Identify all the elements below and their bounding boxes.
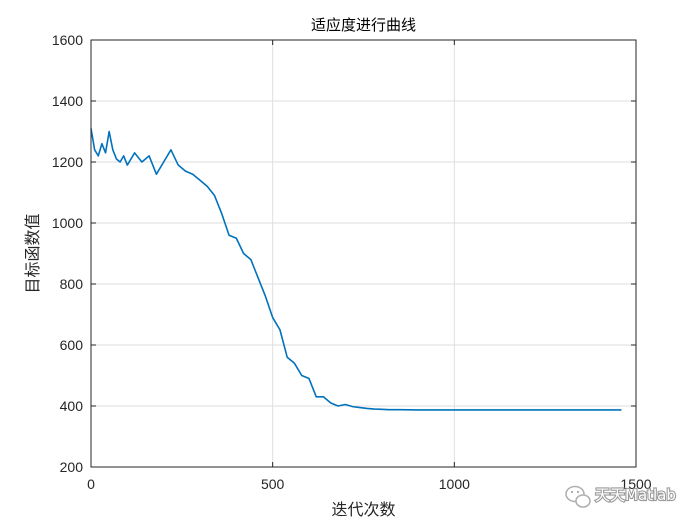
wechat-icon [565, 485, 591, 508]
y-tick-label: 800 [60, 276, 84, 292]
watermark-text: 天天Matlab [595, 486, 676, 504]
chart-title: 适应度进行曲线 [311, 16, 416, 34]
y-tick-label: 400 [60, 398, 84, 414]
plot-area [91, 40, 636, 467]
y-tick-label: 200 [60, 459, 84, 475]
y-axis-label: 目标函数值 [23, 213, 42, 293]
grid-lines [91, 40, 636, 467]
y-tick-label: 1400 [52, 93, 83, 109]
x-tick-label: 0 [87, 476, 95, 492]
y-tick-label: 1200 [52, 154, 83, 170]
y-tick-label: 1000 [52, 215, 83, 231]
x-tick-label: 500 [261, 476, 285, 492]
x-axis-label: 迭代次数 [331, 500, 395, 519]
plot-frame [90, 39, 637, 468]
ticks: 0 500 1000 1500 200 400 600 800 1000 1200 1400 1600 [52, 32, 652, 492]
y-tick-label: 1600 [52, 32, 83, 48]
y-tick-label: 600 [60, 337, 84, 353]
series-layer [90, 128, 622, 411]
watermark: 天天Matlab [565, 485, 677, 508]
series-line [90, 128, 622, 411]
x-tick-label: 1000 [439, 476, 470, 492]
x-tick-label: 1500 [620, 476, 651, 492]
